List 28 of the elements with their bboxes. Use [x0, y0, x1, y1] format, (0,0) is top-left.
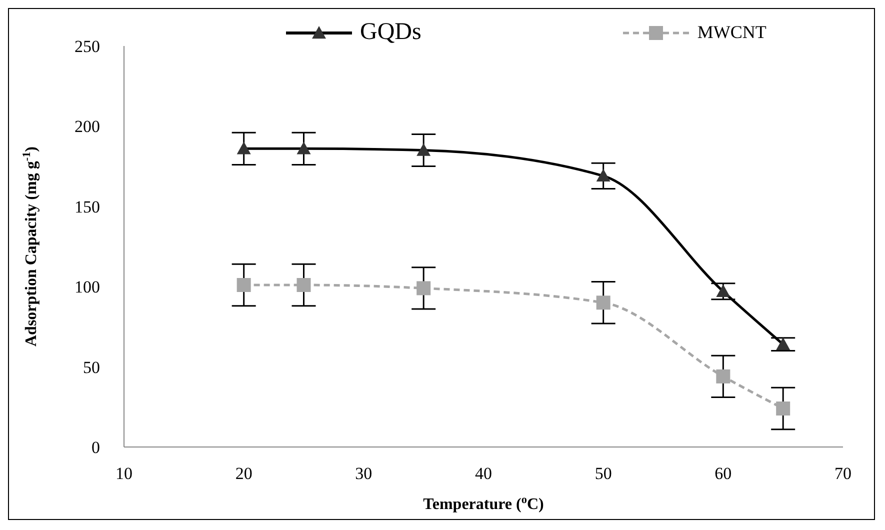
- point: [596, 296, 610, 310]
- x-tick-label: 30: [355, 464, 372, 484]
- legend-label: GQDs: [360, 19, 422, 46]
- x-tick-label: 70: [834, 464, 852, 484]
- y-tick-label: 0: [92, 438, 100, 458]
- y-tick-label: 200: [74, 117, 100, 136]
- y-tick-label: 250: [74, 37, 100, 56]
- point: [236, 142, 251, 154]
- legend-label: MWCNT: [697, 22, 766, 43]
- point: [776, 337, 790, 350]
- x-tick-label: 20: [235, 464, 252, 484]
- point: [416, 143, 431, 156]
- x-tick-label: 50: [594, 464, 612, 484]
- point: [236, 278, 251, 292]
- point: [296, 278, 311, 292]
- y-tick-label: 150: [74, 197, 100, 216]
- point: [716, 284, 730, 298]
- point: [296, 142, 311, 154]
- point: [716, 369, 730, 384]
- x-tick-label: 60: [714, 464, 732, 484]
- x-tick-label: 40: [475, 464, 492, 484]
- x-axis-title: Temperature ($^{o}$C): [423, 494, 544, 513]
- point: [596, 168, 610, 182]
- point: [416, 281, 431, 296]
- y-tick-label: 100: [74, 278, 100, 297]
- x-tick-label: 10: [116, 464, 132, 484]
- point: [776, 402, 790, 416]
- y-tick-label: 50: [83, 358, 100, 377]
